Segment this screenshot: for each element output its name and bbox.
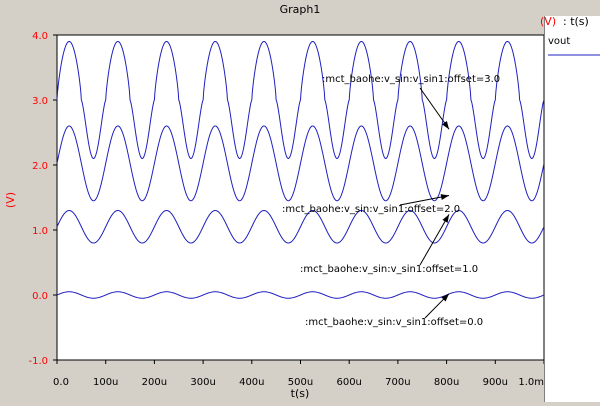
y-tick-label: 0.0 — [32, 291, 48, 302]
series-lines — [56, 41, 545, 299]
annotation-arrowhead — [440, 194, 450, 201]
x-tick-label: 700u — [385, 377, 410, 388]
annotation-arrowhead — [441, 293, 450, 302]
annotation-label: :mct_baohe:v_sin:v_sin1:offset=0.0 — [305, 317, 483, 328]
series-line-offset-0 — [56, 41, 545, 159]
y-tick-label: 3.0 — [32, 96, 48, 107]
x-tick-label: 900u — [483, 377, 508, 388]
legend-panel: vout — [544, 16, 600, 402]
x-tick-label: 500u — [288, 377, 313, 388]
legend-entry-label: vout — [548, 36, 570, 47]
legend-unit-label: (V) — [540, 15, 556, 28]
y-axis-label: (V) — [4, 192, 17, 208]
x-axis-label: t(s) — [291, 387, 310, 400]
graph-title: Graph1 — [280, 3, 321, 16]
annotation-label: :mct_baohe:v_sin:v_sin1:offset=2.0 — [282, 204, 460, 215]
x-tick-label: 300u — [190, 377, 215, 388]
plot-area[interactable] — [56, 34, 545, 361]
x-tick-label: 400u — [239, 377, 264, 388]
annotation-arrowhead — [441, 120, 450, 130]
x-tick-label: 200u — [142, 377, 167, 388]
y-tick-label: -1.0 — [28, 356, 48, 367]
annotation-label: :mct_baohe:v_sin:v_sin1:offset=1.0 — [300, 264, 478, 275]
annotation-arrow-line — [419, 214, 450, 266]
legend-x-unit-label: : t(s) — [563, 15, 589, 28]
x-tick-label: 1.0m — [518, 377, 544, 388]
x-tick-label: 600u — [336, 377, 361, 388]
y-tick-label: 2.0 — [32, 161, 48, 172]
annotation-arrowhead — [442, 214, 450, 223]
annotation-arrow-line — [419, 87, 450, 130]
annotation-arrow-line — [399, 195, 450, 206]
annotations: :mct_baohe:v_sin:v_sin1:offset=3.0 :mct_b… — [282, 74, 500, 328]
y-tick-label: 1.0 — [32, 226, 48, 237]
series-line-offset-1 — [56, 125, 545, 202]
series-line-offset-3 — [56, 291, 545, 299]
x-tick-label: 0.0 — [53, 377, 69, 388]
x-tick-label: 800u — [434, 377, 459, 388]
series-line-offset-2 — [56, 210, 545, 244]
y-tick-label: 4.0 — [32, 31, 48, 42]
x-tick-label: 100u — [93, 377, 118, 388]
x-axis: 0.0 100u 200u 300u 400u 500u 600u 700u 800u 900u 1… — [53, 360, 545, 388]
annotation-label: :mct_baohe:v_sin:v_sin1:offset=3.0 — [322, 74, 500, 85]
y-axis: -1.0 0.0 1.0 2.0 3.0 4.0 — [28, 31, 57, 367]
